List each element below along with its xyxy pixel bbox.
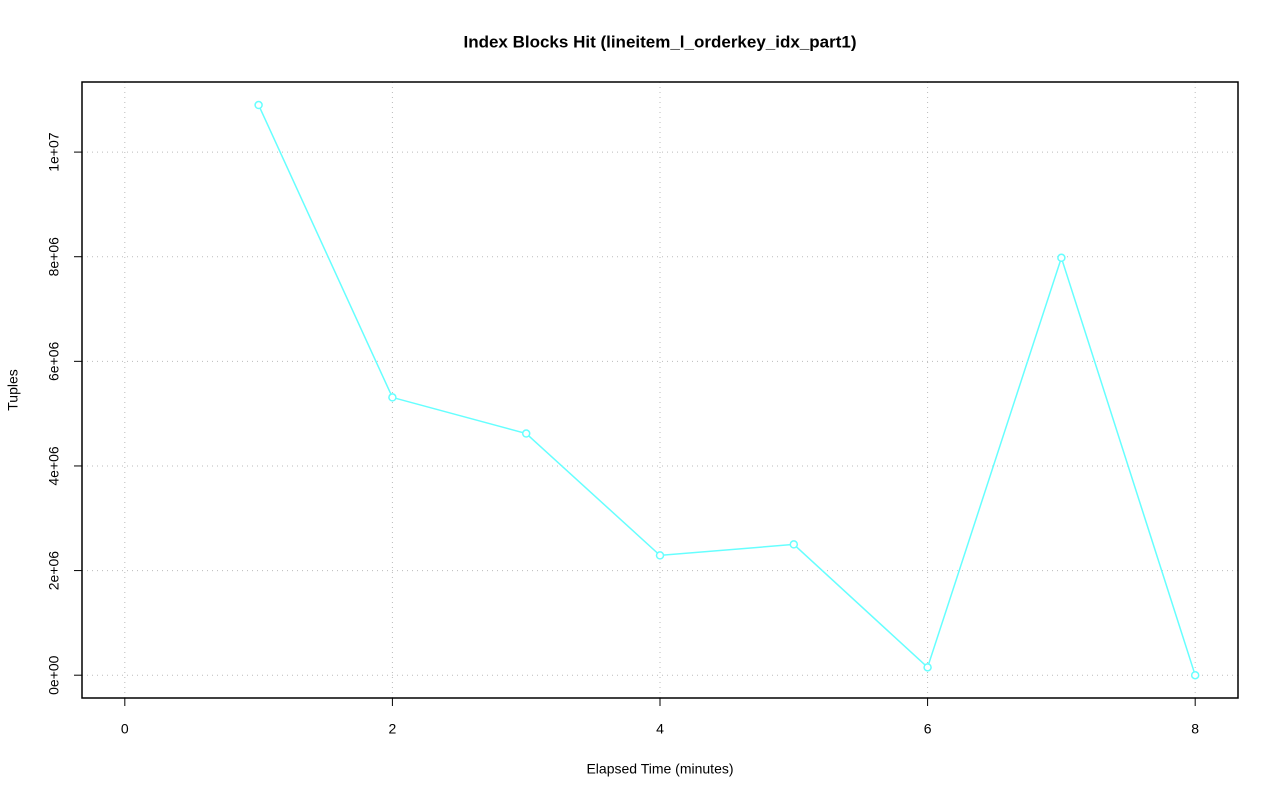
chart-title: Index Blocks Hit (lineitem_l_orderkey_id…: [463, 32, 856, 51]
data-point: [521, 429, 531, 438]
y-tick-label: 1e+07: [46, 132, 62, 172]
y-tick-label: 4e+06: [46, 446, 62, 486]
x-tick-label: 2: [389, 721, 397, 737]
data-point: [388, 393, 397, 402]
data-point: [655, 551, 665, 560]
plot-frame: [81, 81, 1239, 699]
data-point: [1190, 670, 1200, 680]
x-tick-label: 4: [656, 721, 664, 737]
y-tick-label: 2e+06: [46, 551, 62, 591]
y-tick-label: 8e+06: [46, 237, 62, 277]
x-axis-label: Elapsed Time (minutes): [586, 761, 733, 777]
y-axis-label: Tuples: [5, 369, 21, 411]
y-tick-label: 0e+00: [46, 655, 62, 695]
data-line: [257, 104, 1196, 676]
y-tick-label: 6e+06: [46, 341, 62, 381]
x-tick-label: 6: [924, 721, 932, 737]
data-point: [789, 540, 799, 549]
x-tick-label: 8: [1191, 721, 1199, 737]
x-tick-label: 0: [121, 721, 129, 737]
data-point: [923, 663, 932, 672]
data-point: [1057, 253, 1066, 263]
data-point: [254, 100, 263, 110]
